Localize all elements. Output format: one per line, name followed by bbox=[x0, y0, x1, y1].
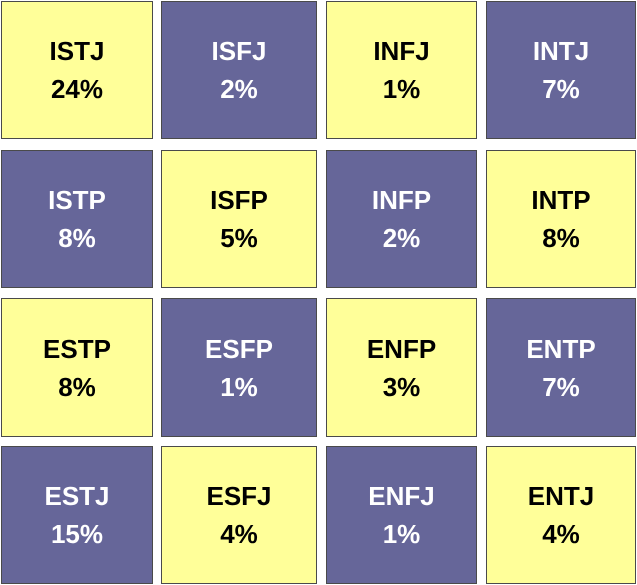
type-label: ESFJ bbox=[206, 481, 272, 511]
cell-intj: INTJ 7% bbox=[486, 1, 636, 139]
type-percent: 1% bbox=[220, 371, 258, 402]
cell-entp: ENTP 7% bbox=[486, 298, 636, 437]
type-percent: 5% bbox=[220, 223, 258, 253]
type-label: INFP bbox=[371, 185, 432, 215]
type-label: INFJ bbox=[373, 36, 430, 66]
cell-istp: ISTP 8% bbox=[1, 150, 153, 288]
type-percent: 4% bbox=[220, 519, 258, 549]
type-label: ISFP bbox=[210, 185, 268, 215]
type-label: ISTP bbox=[48, 185, 106, 215]
type-label: ESTP bbox=[43, 333, 111, 364]
cell-estj: ESTJ 15% bbox=[1, 446, 153, 584]
type-percent: 8% bbox=[58, 223, 96, 253]
type-label: INTP bbox=[531, 185, 591, 215]
cell-esfp: ESFP 1% bbox=[161, 298, 317, 437]
type-label: ESFP bbox=[205, 333, 273, 364]
type-percent: 8% bbox=[58, 371, 96, 402]
cell-istj: ISTJ 24% bbox=[1, 1, 153, 139]
cell-enfp: ENFP 3% bbox=[326, 298, 477, 437]
cell-infj: INFJ 1% bbox=[326, 1, 477, 139]
cell-isfp: ISFP 5% bbox=[161, 150, 317, 288]
type-percent: 2% bbox=[382, 223, 421, 253]
cell-entj: ENTJ 4% bbox=[486, 446, 636, 584]
type-label: ENTP bbox=[526, 333, 596, 364]
type-label: ESTJ bbox=[44, 481, 110, 511]
cell-esfj: ESFJ 4% bbox=[161, 446, 317, 584]
type-percent: 1% bbox=[382, 519, 421, 549]
type-percent: 2% bbox=[220, 74, 258, 104]
type-percent: 24% bbox=[50, 74, 104, 104]
type-percent: 4% bbox=[542, 519, 580, 549]
type-label: ISFJ bbox=[211, 36, 267, 66]
type-label: ISTJ bbox=[49, 36, 105, 66]
type-percent: 1% bbox=[382, 74, 421, 104]
cell-intp: INTP 8% bbox=[486, 150, 636, 288]
type-percent: 7% bbox=[542, 74, 580, 104]
type-label: ENFJ bbox=[368, 481, 435, 511]
cell-infp: INFP 2% bbox=[326, 150, 477, 288]
type-label: ENTJ bbox=[527, 481, 595, 511]
type-percent: 7% bbox=[542, 371, 580, 402]
type-label: INTJ bbox=[532, 36, 590, 66]
cell-estp: ESTP 8% bbox=[1, 298, 153, 437]
cell-enfj: ENFJ 1% bbox=[326, 446, 477, 584]
type-percent: 8% bbox=[542, 223, 580, 253]
cell-isfj: ISFJ 2% bbox=[161, 1, 317, 139]
type-label: ENFP bbox=[366, 333, 437, 364]
type-percent: 15% bbox=[50, 519, 104, 549]
type-percent: 3% bbox=[382, 371, 421, 402]
